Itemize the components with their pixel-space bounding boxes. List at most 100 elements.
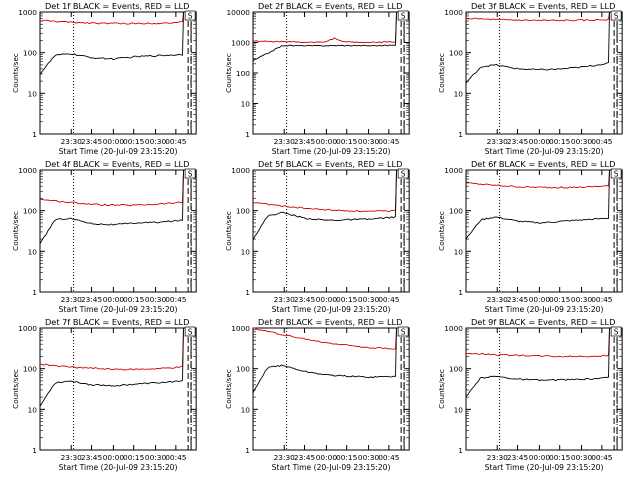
x-tick-label: 00:00 <box>103 137 125 146</box>
x-tick-label: 00:45 <box>591 137 613 146</box>
x-tick-label: 23:45 <box>81 295 103 304</box>
x-tick-label: 00:15 <box>336 295 358 304</box>
x-axis-label: Start Time (20-Jul-09 23:15:20) <box>485 147 604 156</box>
y-tick-label: 10 <box>241 100 251 109</box>
marker-label-box <box>397 326 409 337</box>
marker-label: S <box>614 170 619 179</box>
chart-panel-9: Det 9f BLACK = Events, RED = LLD 1 10 100 10… <box>437 317 623 472</box>
y-tick-label: 10 <box>28 89 38 98</box>
events-series-line <box>252 169 397 241</box>
x-tick-label: 00:15 <box>549 137 571 146</box>
lld-series-line <box>252 327 397 350</box>
x-tick-label: 00:30 <box>358 137 380 146</box>
x-tick-label: 23:45 <box>294 295 316 304</box>
y-tick-label: 10 <box>241 405 251 414</box>
x-tick-label: 00:15 <box>123 453 145 462</box>
marker-label: S <box>401 12 406 21</box>
marker-label-box <box>397 168 409 179</box>
y-tick-label: 1000 <box>231 39 250 48</box>
chart-panel-8: Det 8f BLACK = Events, RED = LLD 1 10 100 10… <box>224 317 410 472</box>
x-tick-label: 00:30 <box>145 453 167 462</box>
x-tick-label: 23:30 <box>274 137 296 146</box>
chart-title: Det 9f BLACK = Events, RED = LLD <box>471 317 615 327</box>
x-tick-label: 00:15 <box>336 137 358 146</box>
y-tick-label: 1000 <box>231 324 250 333</box>
x-tick-label: 23:45 <box>81 137 103 146</box>
x-tick-label: 00:00 <box>316 295 338 304</box>
y-tick-label: 10000 <box>226 8 250 17</box>
x-tick-label: 23:30 <box>487 453 509 462</box>
chart-title: Det 1f BLACK = Events, RED = LLD <box>45 1 189 11</box>
x-axis-label: Start Time (20-Jul-09 23:15:20) <box>59 305 178 314</box>
chart-title: Det 7f BLACK = Events, RED = LLD <box>45 317 189 327</box>
x-tick-label: 23:30 <box>487 137 509 146</box>
x-tick-label: 23:30 <box>274 453 296 462</box>
x-tick-label: 00:30 <box>571 295 593 304</box>
marker-label: S <box>614 12 619 21</box>
y-axis-label: Counts/sec <box>11 369 20 409</box>
lld-series-line <box>465 11 610 22</box>
y-tick-label: 10 <box>241 247 251 256</box>
chart-title: Det 4f BLACK = Events, RED = LLD <box>45 159 189 169</box>
events-series-line <box>252 327 397 394</box>
x-tick-label: 00:45 <box>591 453 613 462</box>
chart-panel-4: Det 4f BLACK = Events, RED = LLD 1 10 100 10… <box>11 159 197 314</box>
chart-title: Det 5f BLACK = Events, RED = LLD <box>258 159 402 169</box>
axes-frame <box>465 327 623 451</box>
x-tick-label: 00:00 <box>529 453 551 462</box>
x-tick-label: 00:45 <box>378 453 400 462</box>
marker-label-box <box>397 10 409 21</box>
y-tick-label: 100 <box>449 207 463 216</box>
axes-frame <box>252 11 410 135</box>
marker-label-box <box>184 168 196 179</box>
marker-label-box <box>610 168 622 179</box>
x-tick-label: 00:00 <box>103 295 125 304</box>
marker-label: S <box>188 170 193 179</box>
x-tick-label: 00:45 <box>378 137 400 146</box>
x-axis-label: Start Time (20-Jul-09 23:15:20) <box>59 147 178 156</box>
y-tick-label: 100 <box>23 49 37 58</box>
x-tick-label: 00:30 <box>571 453 593 462</box>
y-tick-label: 1000 <box>444 166 463 175</box>
lld-series-line <box>252 169 397 213</box>
marker-label: S <box>614 328 619 337</box>
x-tick-label: 23:30 <box>61 137 83 146</box>
x-tick-label: 00:45 <box>165 295 187 304</box>
axes-frame <box>39 327 197 451</box>
y-tick-label: 10 <box>28 247 38 256</box>
chart-title: Det 3f BLACK = Events, RED = LLD <box>471 1 615 11</box>
axes-frame <box>465 11 623 135</box>
y-tick-label: 1 <box>245 446 250 455</box>
chart-panel-6: Det 6f BLACK = Events, RED = LLD 1 10 100 10… <box>437 159 623 314</box>
y-axis-label: Counts/sec <box>224 211 233 251</box>
x-tick-label: 00:00 <box>316 137 338 146</box>
axes-frame <box>252 327 410 451</box>
x-tick-label: 23:45 <box>507 453 529 462</box>
x-tick-label: 00:15 <box>123 295 145 304</box>
x-tick-label: 00:00 <box>103 453 125 462</box>
x-tick-label: 00:30 <box>358 295 380 304</box>
events-series-line <box>465 169 610 240</box>
lld-series-line <box>252 11 397 44</box>
x-axis-label: Start Time (20-Jul-09 23:15:20) <box>59 463 178 472</box>
x-tick-label: 00:00 <box>529 137 551 146</box>
y-tick-label: 100 <box>23 365 37 374</box>
x-tick-label: 23:45 <box>294 453 316 462</box>
y-axis-label: Counts/sec <box>224 369 233 409</box>
x-tick-label: 23:30 <box>487 295 509 304</box>
x-tick-label: 00:45 <box>165 137 187 146</box>
lld-series-line <box>39 327 184 371</box>
chart-panel-1: Det 1f BLACK = Events, RED = LLD 1 10 100 10… <box>11 1 197 156</box>
x-tick-label: 23:45 <box>507 295 529 304</box>
x-tick-label: 23:30 <box>61 453 83 462</box>
x-tick-label: 00:30 <box>358 453 380 462</box>
x-tick-label: 00:00 <box>529 295 551 304</box>
y-axis-label: Counts/sec <box>437 211 446 251</box>
axes-frame <box>39 11 197 135</box>
y-tick-label: 10 <box>454 247 464 256</box>
lld-series-line <box>39 169 184 207</box>
x-tick-label: 00:15 <box>336 453 358 462</box>
events-series-line <box>465 327 610 397</box>
x-axis-label: Start Time (20-Jul-09 23:15:20) <box>485 305 604 314</box>
